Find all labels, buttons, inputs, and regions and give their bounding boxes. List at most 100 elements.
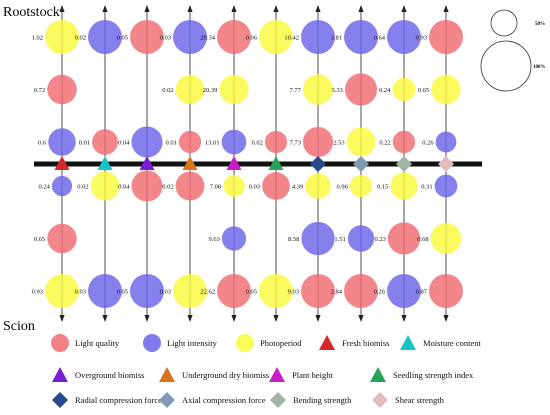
bottom-bubble-light-quality-0 — [47, 223, 77, 254]
legend-label-seedling-strength-index: Seedling strength index — [393, 370, 474, 380]
top-bubble-light-intensity-8 — [387, 20, 421, 54]
axis-arrow-down-7 — [358, 315, 364, 322]
legend-label-axial-compression-force: Axial compression force — [182, 395, 266, 405]
top-bubble-photoperiod-0 — [45, 20, 79, 54]
marker-underground-dry-biomiss — [182, 156, 198, 170]
top-value-label-light-quality-0: 0.72 — [34, 87, 45, 94]
bottom-value-label-photoperiod-5: 0.05 — [246, 289, 257, 296]
top-value-label-light-intensity-9: 0.26 — [422, 140, 434, 147]
axis-arrow-down-4 — [231, 315, 237, 322]
legend-swatch-bending-strength — [270, 392, 286, 408]
top-value-label-light-quality-8: 0.22 — [379, 140, 390, 147]
bottom-value-label-photoperiod-1: 0.02 — [77, 184, 88, 191]
bottom-value-label-photoperiod-0: 0.93 — [32, 289, 43, 296]
legend-label-light-quality: Light quality — [75, 338, 120, 348]
top-bubble-photoperiod-8 — [392, 77, 416, 102]
bottom-bubble-light-quality-9 — [429, 274, 463, 308]
top-value-label-light-quality-5: 0.02 — [252, 140, 263, 147]
bottom-value-label-photoperiod-4: 7.08 — [210, 184, 221, 191]
top-value-label-light-intensity-7: 3.81 — [331, 35, 342, 42]
top-value-label-photoperiod-8: 0.24 — [379, 87, 391, 94]
legend-swatch-seedling-strength-index — [370, 367, 386, 382]
legend-label-bending-strength: Bending strength — [293, 395, 352, 405]
top-bubble-photoperiod-6 — [302, 74, 334, 105]
bottom-bubble-light-intensity-9 — [434, 174, 458, 198]
bottom-value-label-light-quality-3: 0.02 — [162, 184, 173, 191]
bottom-bubble-light-intensity-1 — [88, 274, 122, 308]
axis-arrow-up-5 — [273, 5, 279, 12]
size-legend-50-circle — [490, 9, 518, 37]
top-value-label-photoperiod-0: 1.02 — [32, 35, 43, 42]
bottom-value-label-light-quality-8: 0.23 — [374, 236, 385, 243]
axis-arrow-down-0 — [59, 315, 65, 322]
legend-swatch-axial-compression-force — [159, 392, 175, 408]
bottom-bubble-light-quality-6 — [301, 274, 335, 308]
legend-label-light-intensity: Light intensity — [167, 338, 218, 348]
top-value-label-light-intensity-0: 0.6 — [38, 140, 47, 147]
top-bubble-light-intensity-6 — [301, 20, 335, 54]
bottom-value-label-photoperiod-8: 0.15 — [377, 184, 388, 191]
legend-label-moisture-content: Moisture content — [423, 338, 481, 348]
legend-label-plant-height: Plant height — [292, 370, 333, 380]
top-value-label-photoperiod-7: 2.53 — [333, 140, 344, 147]
bottom-value-label-light-intensity-0: 0.24 — [39, 184, 51, 191]
bottom-value-label-light-quality-5: 0.03 — [249, 184, 260, 191]
top-value-label-light-quality-9: 0.93 — [416, 35, 427, 42]
axis-arrow-down-6 — [315, 315, 321, 322]
axis-arrow-up-0 — [59, 5, 65, 12]
top-bubble-light-intensity-2 — [131, 126, 163, 158]
legend-swatch-overground-biomiss — [52, 367, 68, 382]
marker-fresh-biomiss — [54, 156, 70, 170]
top-bubble-photoperiod-3 — [175, 75, 205, 104]
bottom-bubble-photoperiod-9 — [430, 223, 462, 254]
axis-arrow-up-3 — [187, 5, 193, 12]
top-bubble-light-intensity-3 — [173, 20, 207, 54]
top-value-label-light-quality-6: 7.73 — [290, 140, 301, 147]
legend-label-overground-biomiss: Overground biomiss — [75, 370, 145, 380]
top-value-label-light-quality-1: 0.01 — [79, 140, 90, 147]
axis-arrow-up-9 — [443, 5, 449, 12]
bottom-value-label-light-quality-9: 0.87 — [416, 289, 428, 296]
axis-arrow-up-8 — [401, 5, 407, 12]
legend-label-shear-strength: Shear strength — [395, 395, 445, 405]
top-value-label-light-intensity-8: 0.64 — [374, 35, 386, 42]
bottom-bubble-light-intensity-4 — [221, 226, 247, 251]
top-value-label-light-intensity-1: 0.02 — [75, 35, 86, 42]
top-bubble-photoperiod-7 — [346, 127, 376, 157]
legend-swatch-light-intensity — [143, 334, 161, 352]
bottom-bubble-light-intensity-6 — [301, 221, 335, 256]
top-value-label-light-intensity-2: 0.04 — [118, 140, 130, 147]
bottom-bubble-light-intensity-7 — [347, 225, 375, 252]
top-value-label-photoperiod-9: 0.65 — [418, 87, 429, 94]
bottom-bubble-light-quality-7 — [344, 274, 378, 308]
top-bubble-light-intensity-1 — [88, 20, 122, 54]
bottom-value-label-light-intensity-1: 0.03 — [75, 289, 86, 296]
bottom-bubble-light-intensity-8 — [387, 274, 421, 308]
bottom-bubble-light-intensity-2 — [130, 274, 164, 308]
axis-arrow-up-7 — [358, 5, 364, 12]
bottom-value-label-light-intensity-2: 0.05 — [117, 289, 128, 296]
axis-arrow-up-4 — [231, 5, 237, 12]
legend-swatch-radial-compression-force — [52, 392, 68, 408]
top-bubble-light-intensity-4 — [221, 129, 247, 155]
marker-moisture-content — [97, 156, 113, 170]
top-bubble-photoperiod-9 — [431, 74, 461, 105]
marker-bending-strength — [396, 156, 412, 172]
top-bubble-light-quality-2 — [130, 20, 164, 54]
axis-arrow-down-2 — [144, 315, 150, 322]
scion-label: Scion — [3, 319, 35, 334]
legend-swatch-light-quality — [51, 334, 69, 352]
top-value-label-light-quality-7: 3.33 — [332, 87, 343, 94]
legend-label-radial-compression-force: Radial compression force — [75, 395, 162, 405]
legend-swatch-photoperiod — [236, 334, 254, 352]
legend-swatch-moisture-content — [400, 335, 416, 350]
bottom-bubble-light-quality-8 — [387, 222, 421, 255]
top-bubble-light-intensity-7 — [344, 20, 378, 54]
bottom-bubble-photoperiod-4 — [223, 175, 245, 197]
bottom-value-label-light-quality-2: 0.04 — [118, 184, 130, 191]
top-value-label-light-intensity-6: 10.42 — [284, 35, 299, 42]
bottom-bubble-photoperiod-6 — [305, 173, 331, 199]
top-bubble-light-intensity-0 — [48, 128, 76, 156]
size-legend: 50% 100% — [480, 9, 546, 92]
top-bubble-light-quality-6 — [302, 126, 334, 158]
